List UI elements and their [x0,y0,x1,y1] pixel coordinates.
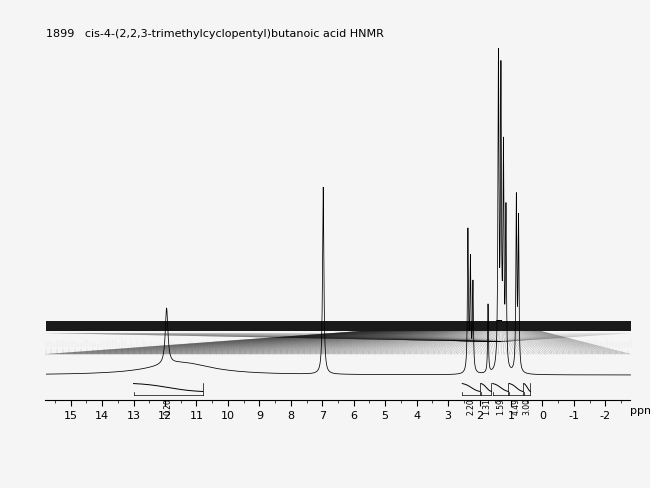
Bar [46,321,630,332]
Text: 1899   cis-4-(2,2,3-trimethylcyclopentyl)butanoic acid HNMR: 1899 cis-4-(2,2,3-trimethylcyclopentyl)b… [46,29,384,39]
Text: 1.59: 1.59 [496,397,505,414]
Text: 1.31: 1.31 [482,397,491,414]
Text: ppm: ppm [630,405,650,415]
Text: 2.20: 2.20 [467,397,476,414]
Text: 4.49: 4.49 [512,397,521,414]
Text: 0.20: 0.20 [164,397,173,414]
Text: 3.00: 3.00 [523,397,532,414]
